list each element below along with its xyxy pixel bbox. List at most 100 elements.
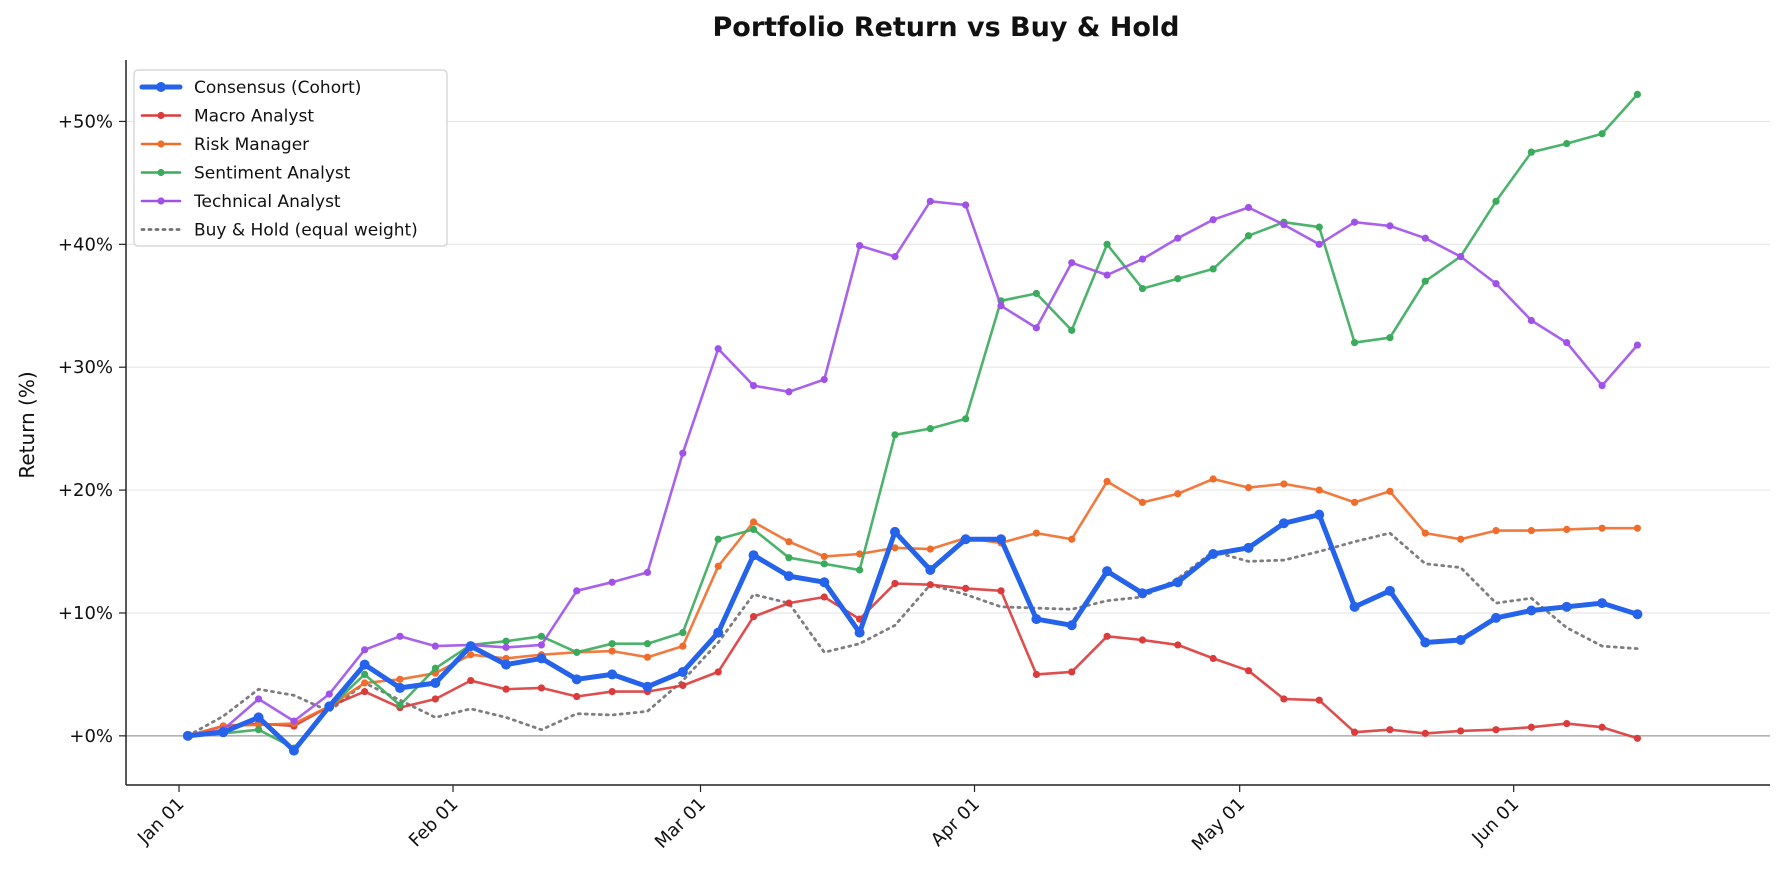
data-point bbox=[1597, 598, 1608, 609]
data-point bbox=[1102, 566, 1113, 577]
data-point bbox=[1563, 339, 1571, 347]
data-point bbox=[748, 550, 759, 561]
data-point bbox=[714, 668, 722, 676]
data-point bbox=[1457, 253, 1465, 261]
data-point bbox=[1598, 524, 1606, 532]
data-point bbox=[714, 535, 722, 543]
data-point bbox=[891, 579, 899, 588]
data-point bbox=[502, 685, 510, 693]
data-point bbox=[253, 712, 264, 723]
data-point bbox=[1208, 548, 1219, 559]
data-point bbox=[396, 701, 404, 709]
data-point bbox=[1032, 289, 1040, 298]
data-point bbox=[395, 682, 405, 693]
data-point bbox=[1527, 723, 1535, 731]
data-point bbox=[997, 302, 1005, 310]
data-point bbox=[926, 425, 934, 433]
series-2 bbox=[184, 475, 1642, 740]
data-point bbox=[643, 640, 652, 648]
data-point bbox=[1455, 635, 1466, 645]
data-point bbox=[1314, 509, 1325, 520]
data-point bbox=[1350, 339, 1359, 347]
data-point bbox=[679, 629, 687, 637]
data-point bbox=[1386, 222, 1394, 230]
data-point bbox=[889, 526, 900, 537]
data-point bbox=[643, 653, 652, 661]
data-point bbox=[1527, 316, 1535, 325]
data-point bbox=[854, 627, 865, 638]
series-line bbox=[185, 512, 1640, 754]
data-point bbox=[749, 613, 758, 621]
data-point bbox=[1492, 197, 1500, 205]
data-point bbox=[1068, 326, 1076, 334]
data-point bbox=[1421, 234, 1429, 242]
data-point bbox=[1527, 527, 1535, 535]
data-point bbox=[502, 637, 510, 645]
data-point bbox=[856, 550, 864, 558]
data-point bbox=[361, 688, 369, 696]
data-point bbox=[571, 674, 582, 685]
data-point bbox=[396, 675, 404, 683]
data-point bbox=[254, 726, 263, 734]
y-axis-label: Return (%) bbox=[15, 371, 39, 478]
data-point bbox=[290, 717, 298, 725]
data-point bbox=[218, 727, 229, 738]
data-point bbox=[608, 688, 616, 696]
legend-label: Consensus (Cohort) bbox=[194, 78, 361, 98]
data-point bbox=[1209, 654, 1217, 663]
data-point bbox=[1492, 527, 1500, 535]
series-line bbox=[186, 93, 1639, 750]
data-point bbox=[714, 345, 722, 353]
legend-marker bbox=[156, 82, 166, 92]
series-5 bbox=[186, 531, 1639, 738]
data-point bbox=[962, 584, 970, 592]
data-point bbox=[1280, 695, 1288, 703]
data-point bbox=[1633, 734, 1642, 742]
data-point bbox=[1386, 726, 1394, 734]
data-point bbox=[1598, 130, 1606, 138]
data-point bbox=[819, 577, 830, 588]
data-point bbox=[962, 201, 970, 209]
chart-title: Portfolio Return vs Buy & Hold bbox=[712, 12, 1179, 43]
data-point bbox=[1350, 728, 1359, 736]
data-point bbox=[502, 643, 510, 651]
legend-marker bbox=[157, 197, 165, 205]
data-point bbox=[608, 640, 616, 648]
data-point bbox=[1066, 620, 1077, 631]
data-point bbox=[1209, 475, 1217, 483]
data-point bbox=[1315, 486, 1323, 494]
y-tick-label: +40% bbox=[58, 234, 113, 255]
data-point bbox=[1280, 221, 1288, 229]
data-point bbox=[1103, 477, 1111, 486]
data-point bbox=[1633, 90, 1642, 99]
legend-marker bbox=[157, 111, 165, 120]
data-point bbox=[1068, 668, 1076, 676]
data-point bbox=[536, 653, 547, 664]
series-layer bbox=[182, 90, 1643, 756]
data-point bbox=[997, 587, 1005, 595]
data-point bbox=[1103, 271, 1111, 279]
data-point bbox=[820, 593, 828, 601]
data-point bbox=[1598, 382, 1606, 390]
data-point bbox=[679, 449, 687, 457]
data-point bbox=[1421, 529, 1429, 537]
x-tick-label: May 01 bbox=[1188, 794, 1249, 855]
legend-marker bbox=[157, 140, 165, 148]
data-point bbox=[573, 692, 581, 701]
data-point bbox=[1243, 542, 1254, 553]
data-point bbox=[785, 538, 793, 546]
data-point bbox=[1315, 240, 1323, 248]
data-point bbox=[396, 632, 404, 640]
data-point bbox=[361, 679, 369, 687]
legend: Consensus (Cohort) Macro Analyst Risk Mana… bbox=[133, 69, 448, 247]
data-point bbox=[467, 676, 475, 685]
data-point bbox=[749, 382, 758, 390]
data-point bbox=[1244, 667, 1253, 675]
data-point bbox=[891, 253, 899, 261]
data-point bbox=[607, 669, 618, 680]
data-point bbox=[820, 560, 828, 568]
data-point bbox=[856, 241, 864, 250]
series-line bbox=[186, 477, 1639, 738]
x-tick-label: Jun 01 bbox=[1468, 794, 1524, 850]
data-point bbox=[431, 695, 439, 703]
